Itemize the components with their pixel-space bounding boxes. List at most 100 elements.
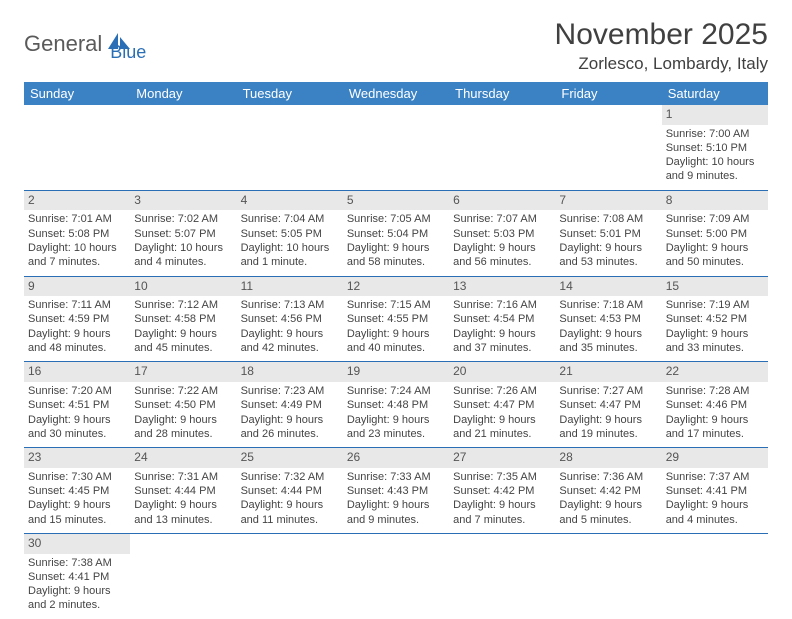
detail-line-daylight1: Daylight: 9 hours — [453, 413, 551, 427]
day-details-cell — [555, 554, 661, 619]
detail-line-daylight2: and 11 minutes. — [241, 513, 339, 527]
day-details-row: Sunrise: 7:20 AMSunset: 4:51 PMDaylight:… — [24, 382, 768, 448]
day-details-cell: Sunrise: 7:36 AMSunset: 4:42 PMDaylight:… — [555, 468, 661, 534]
detail-line-daylight2: and 7 minutes. — [28, 255, 126, 269]
day-number: 23 — [24, 448, 130, 468]
day-number: 29 — [662, 448, 768, 468]
detail-line-sunrise: Sunrise: 7:37 AM — [666, 470, 764, 484]
day-details-cell — [130, 125, 236, 191]
detail-line-daylight1: Daylight: 9 hours — [134, 498, 232, 512]
detail-line-daylight2: and 30 minutes. — [28, 427, 126, 441]
day-details: Sunrise: 7:12 AMSunset: 4:58 PMDaylight:… — [130, 296, 236, 361]
day-number-cell: 21 — [555, 362, 661, 382]
detail-line-daylight1: Daylight: 9 hours — [559, 413, 657, 427]
day-number-row: 30 — [24, 533, 768, 553]
day-details: Sunrise: 7:04 AMSunset: 5:05 PMDaylight:… — [237, 210, 343, 275]
day-details-cell: Sunrise: 7:20 AMSunset: 4:51 PMDaylight:… — [24, 382, 130, 448]
day-details: Sunrise: 7:30 AMSunset: 4:45 PMDaylight:… — [24, 468, 130, 533]
day-number-cell: 5 — [343, 190, 449, 210]
day-number-row: 9101112131415 — [24, 276, 768, 296]
detail-line-sunrise: Sunrise: 7:09 AM — [666, 212, 764, 226]
detail-line-daylight2: and 37 minutes. — [453, 341, 551, 355]
day-number-cell: 20 — [449, 362, 555, 382]
day-details-cell: Sunrise: 7:28 AMSunset: 4:46 PMDaylight:… — [662, 382, 768, 448]
day-number-row: 16171819202122 — [24, 362, 768, 382]
detail-line-daylight2: and 1 minute. — [241, 255, 339, 269]
day-details: Sunrise: 7:24 AMSunset: 4:48 PMDaylight:… — [343, 382, 449, 447]
day-details-cell — [555, 125, 661, 191]
day-details-cell: Sunrise: 7:11 AMSunset: 4:59 PMDaylight:… — [24, 296, 130, 362]
day-number-cell: 27 — [449, 448, 555, 468]
day-number: 10 — [130, 277, 236, 297]
day-details-row: Sunrise: 7:11 AMSunset: 4:59 PMDaylight:… — [24, 296, 768, 362]
day-details: Sunrise: 7:32 AMSunset: 4:44 PMDaylight:… — [237, 468, 343, 533]
day-number: 17 — [130, 362, 236, 382]
day-number-row: 1 — [24, 105, 768, 125]
detail-line-sunset: Sunset: 4:46 PM — [666, 398, 764, 412]
day-number — [555, 534, 661, 554]
day-number-cell: 18 — [237, 362, 343, 382]
detail-line-sunrise: Sunrise: 7:26 AM — [453, 384, 551, 398]
day-number — [130, 105, 236, 125]
day-number: 13 — [449, 277, 555, 297]
detail-line-sunrise: Sunrise: 7:05 AM — [347, 212, 445, 226]
day-number-cell: 26 — [343, 448, 449, 468]
detail-line-sunset: Sunset: 4:52 PM — [666, 312, 764, 326]
detail-line-daylight1: Daylight: 9 hours — [453, 241, 551, 255]
detail-line-sunset: Sunset: 4:47 PM — [559, 398, 657, 412]
detail-line-sunset: Sunset: 5:07 PM — [134, 227, 232, 241]
detail-line-daylight1: Daylight: 10 hours — [134, 241, 232, 255]
day-details-cell: Sunrise: 7:23 AMSunset: 4:49 PMDaylight:… — [237, 382, 343, 448]
detail-line-daylight2: and 35 minutes. — [559, 341, 657, 355]
day-number-cell: 12 — [343, 276, 449, 296]
detail-line-sunset: Sunset: 4:42 PM — [559, 484, 657, 498]
detail-line-daylight2: and 56 minutes. — [453, 255, 551, 269]
day-details-cell: Sunrise: 7:26 AMSunset: 4:47 PMDaylight:… — [449, 382, 555, 448]
day-details: Sunrise: 7:07 AMSunset: 5:03 PMDaylight:… — [449, 210, 555, 275]
detail-line-daylight2: and 33 minutes. — [666, 341, 764, 355]
detail-line-daylight2: and 15 minutes. — [28, 513, 126, 527]
day-details: Sunrise: 7:00 AMSunset: 5:10 PMDaylight:… — [662, 125, 768, 190]
day-number: 8 — [662, 191, 768, 211]
day-number-cell: 29 — [662, 448, 768, 468]
day-details-cell: Sunrise: 7:18 AMSunset: 4:53 PMDaylight:… — [555, 296, 661, 362]
day-number-cell: 10 — [130, 276, 236, 296]
day-number-cell: 6 — [449, 190, 555, 210]
day-number — [343, 105, 449, 125]
weekday-header: Thursday — [449, 82, 555, 105]
day-number-cell — [237, 533, 343, 553]
detail-line-sunset: Sunset: 4:51 PM — [28, 398, 126, 412]
detail-line-daylight1: Daylight: 9 hours — [28, 498, 126, 512]
day-number: 4 — [237, 191, 343, 211]
detail-line-sunset: Sunset: 4:49 PM — [241, 398, 339, 412]
day-details-cell — [237, 125, 343, 191]
detail-line-sunrise: Sunrise: 7:08 AM — [559, 212, 657, 226]
day-details-row: Sunrise: 7:38 AMSunset: 4:41 PMDaylight:… — [24, 554, 768, 619]
day-details-cell: Sunrise: 7:09 AMSunset: 5:00 PMDaylight:… — [662, 210, 768, 276]
day-details: Sunrise: 7:05 AMSunset: 5:04 PMDaylight:… — [343, 210, 449, 275]
day-number: 2 — [24, 191, 130, 211]
day-number-cell: 24 — [130, 448, 236, 468]
detail-line-sunrise: Sunrise: 7:38 AM — [28, 556, 126, 570]
weekday-header: Monday — [130, 82, 236, 105]
day-number-cell: 11 — [237, 276, 343, 296]
day-details: Sunrise: 7:31 AMSunset: 4:44 PMDaylight:… — [130, 468, 236, 533]
day-details-cell: Sunrise: 7:38 AMSunset: 4:41 PMDaylight:… — [24, 554, 130, 619]
day-number: 30 — [24, 534, 130, 554]
detail-line-daylight2: and 48 minutes. — [28, 341, 126, 355]
day-number — [449, 105, 555, 125]
weekday-header: Saturday — [662, 82, 768, 105]
detail-line-daylight1: Daylight: 9 hours — [241, 498, 339, 512]
detail-line-sunrise: Sunrise: 7:19 AM — [666, 298, 764, 312]
day-number-cell: 2 — [24, 190, 130, 210]
day-number — [130, 534, 236, 554]
day-details-cell: Sunrise: 7:37 AMSunset: 4:41 PMDaylight:… — [662, 468, 768, 534]
day-details: Sunrise: 7:11 AMSunset: 4:59 PMDaylight:… — [24, 296, 130, 361]
detail-line-sunset: Sunset: 4:42 PM — [453, 484, 551, 498]
day-details-cell: Sunrise: 7:33 AMSunset: 4:43 PMDaylight:… — [343, 468, 449, 534]
day-details-cell: Sunrise: 7:16 AMSunset: 4:54 PMDaylight:… — [449, 296, 555, 362]
detail-line-sunrise: Sunrise: 7:18 AM — [559, 298, 657, 312]
detail-line-sunrise: Sunrise: 7:22 AM — [134, 384, 232, 398]
day-details-cell: Sunrise: 7:15 AMSunset: 4:55 PMDaylight:… — [343, 296, 449, 362]
detail-line-daylight2: and 53 minutes. — [559, 255, 657, 269]
